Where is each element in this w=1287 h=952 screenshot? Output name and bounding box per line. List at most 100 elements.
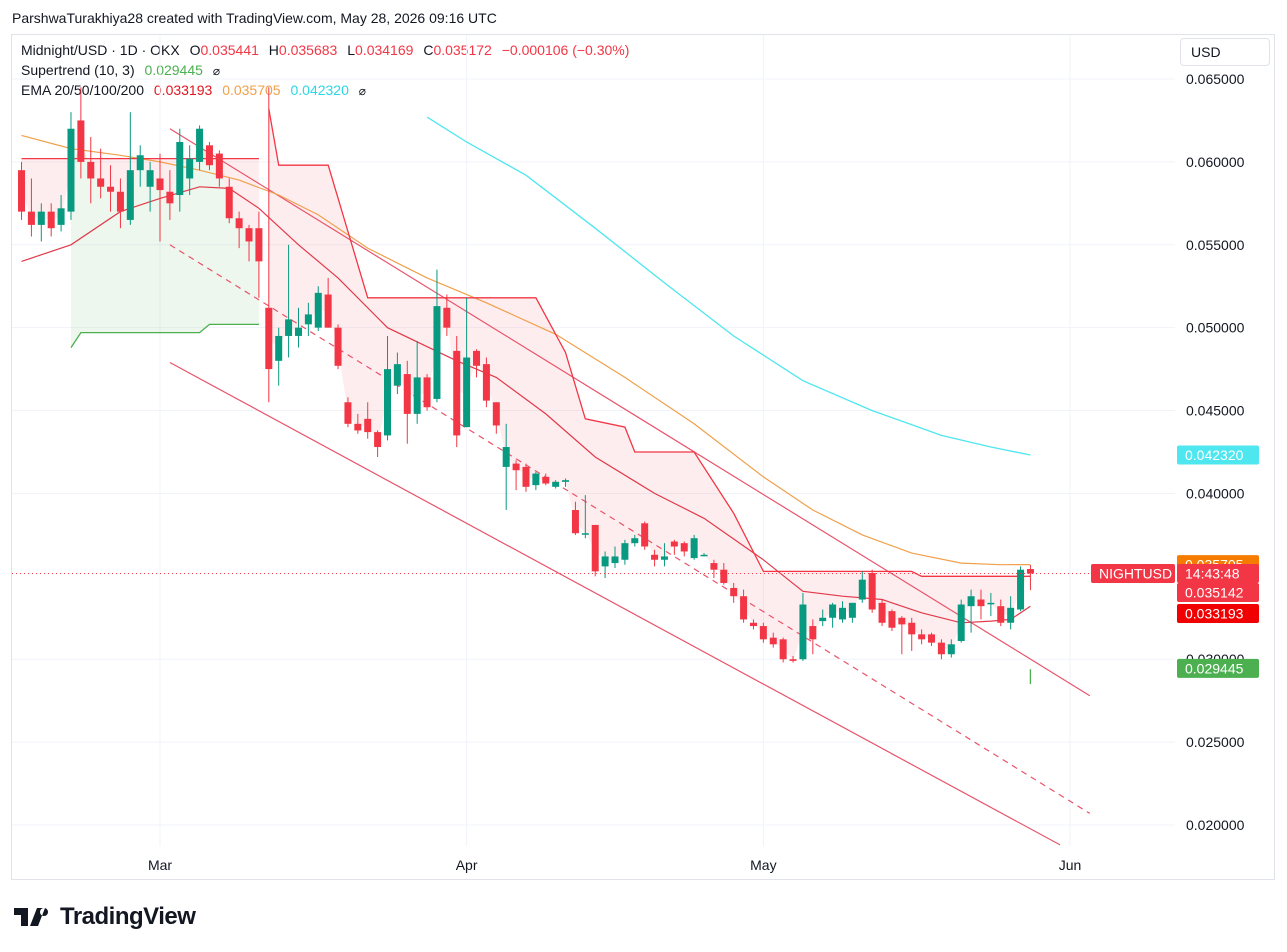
candle-body <box>581 533 589 535</box>
candle-body <box>908 622 916 635</box>
candle <box>552 480 560 489</box>
candle-body <box>641 523 649 547</box>
candle-body <box>47 211 55 229</box>
candle-body <box>888 611 896 628</box>
candle <box>997 599 1005 627</box>
candle <box>285 244 293 358</box>
candle-body <box>176 141 184 196</box>
candle-body <box>186 158 194 179</box>
candle-body <box>225 186 233 219</box>
candle <box>720 563 728 585</box>
candle <box>77 87 85 179</box>
candle <box>759 622 767 643</box>
y-axis-tick-label: 0.055000 <box>1186 237 1245 253</box>
candle-body <box>502 447 510 467</box>
ema50-value: 0.035705 <box>222 82 281 98</box>
ema-label[interactable]: EMA 20/50/100/200 <box>21 82 144 98</box>
currency-button[interactable]: USD <box>1180 38 1270 66</box>
legend-row-ema: EMA 20/50/100/200 0.033193 0.035705 0.04… <box>21 82 372 98</box>
legend-change: −0.000106 (−0.30%) <box>501 42 630 58</box>
candle-body <box>848 602 856 618</box>
legend-symbol[interactable]: Midnight/USD · 1D · OKX <box>21 42 180 58</box>
y-axis-tick-label: 0.040000 <box>1186 485 1245 501</box>
supertrend-hide-icon[interactable]: ⌀ <box>212 64 221 78</box>
candle <box>680 541 688 557</box>
candle <box>700 553 708 557</box>
candle <box>809 619 817 655</box>
legend-high: H0.035683 <box>269 42 338 58</box>
candle-body <box>928 634 936 643</box>
candle <box>967 589 975 633</box>
candle <box>87 137 95 204</box>
candle <box>403 360 411 444</box>
candle <box>166 170 174 220</box>
candle-body <box>37 211 45 225</box>
candle <box>215 150 223 187</box>
tradingview-logo[interactable]: TradingView <box>14 903 196 931</box>
candle <box>67 112 75 220</box>
candle <box>354 413 362 434</box>
candle <box>730 582 738 603</box>
candle-body <box>196 128 204 162</box>
supertrend-down-fill <box>268 108 1031 661</box>
candle-body <box>542 476 550 484</box>
candle <box>265 87 273 403</box>
candle-body <box>749 622 757 627</box>
countdown-label: 14:43:48 <box>1185 565 1240 581</box>
candle-body <box>443 307 451 328</box>
x-axis-tick-label: May <box>750 857 776 873</box>
candle-body <box>87 161 95 179</box>
candle <box>205 141 213 171</box>
candle <box>423 374 431 411</box>
y-axis-tick-label: 0.050000 <box>1186 320 1245 336</box>
candle <box>710 559 718 578</box>
supertrend-up-fill <box>71 141 259 348</box>
candle <box>47 203 55 237</box>
candle-body <box>809 626 817 640</box>
supertrend-label[interactable]: Supertrend (10, 3) <box>21 62 135 78</box>
candle-body <box>403 374 411 414</box>
candle <box>314 286 322 331</box>
candle <box>344 397 352 428</box>
ema-hide-icon[interactable]: ⌀ <box>358 84 367 98</box>
candle-body <box>1026 569 1034 574</box>
candle <box>136 145 144 187</box>
candle-body <box>918 634 926 640</box>
candle <box>542 473 550 486</box>
candle-body <box>680 543 688 552</box>
candle <box>334 324 342 370</box>
legend-open-value: 0.035441 <box>200 42 259 58</box>
candle-body <box>532 473 540 486</box>
candle-body <box>670 541 678 547</box>
candle-body <box>740 596 748 620</box>
ema100-price-label-bg <box>1177 445 1259 465</box>
candle <box>769 632 777 648</box>
channel-mid-line <box>169 244 1091 814</box>
ema20-price-label: 0.033193 <box>1185 605 1244 621</box>
candle-body <box>759 626 767 640</box>
candle <box>304 302 312 336</box>
candle-body <box>710 563 718 570</box>
candle <box>146 161 154 212</box>
candle-body <box>858 579 866 600</box>
candle-body <box>660 556 668 560</box>
candle-body <box>591 524 599 572</box>
tradingview-logo-icon <box>14 908 49 926</box>
candle-body <box>334 327 342 366</box>
candle-body <box>898 617 906 625</box>
candle-body <box>354 423 362 431</box>
supertrend-up-line <box>70 323 259 348</box>
legend-row-price: Midnight/USD · 1D · OKX O0.035441 H0.035… <box>21 42 635 58</box>
candle <box>433 269 441 403</box>
candle-body <box>522 466 530 487</box>
candle <box>57 195 65 232</box>
candle-body <box>166 191 174 204</box>
candle <box>947 639 955 658</box>
candle <box>571 501 579 535</box>
candle-body <box>463 357 471 428</box>
candle <box>581 495 589 539</box>
candle-body <box>799 604 807 660</box>
candle-body <box>769 637 777 645</box>
candle-body <box>492 402 500 426</box>
